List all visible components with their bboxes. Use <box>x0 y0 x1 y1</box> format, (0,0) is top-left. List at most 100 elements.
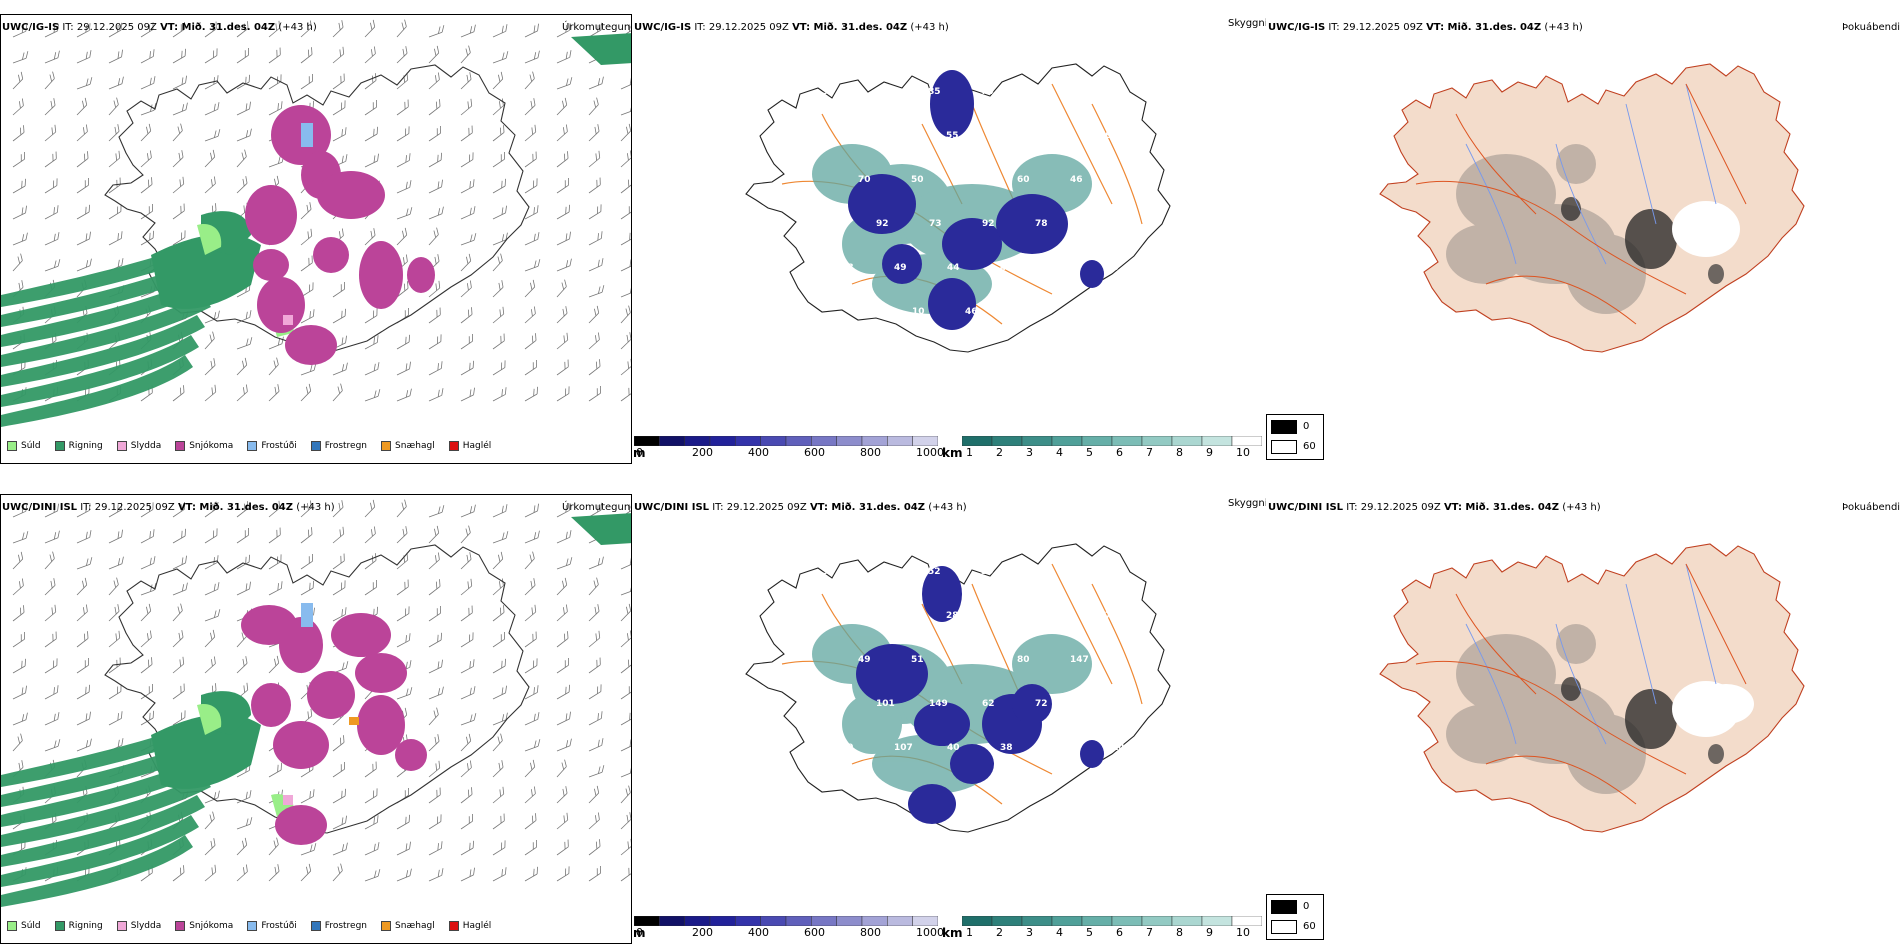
legend-swatch <box>175 441 186 451</box>
legend-label: Snjókoma <box>189 921 234 931</box>
fog-map <box>1379 63 1805 353</box>
legend-label: Frostregn <box>324 921 368 931</box>
cloudbase-value-label: 79 <box>893 611 906 621</box>
visibility-tick-label: 1 <box>966 446 973 459</box>
legend-label: Rigning <box>68 921 103 931</box>
legend-swatch <box>381 921 392 931</box>
panel-header: UWC/IG-IS IT: 29.12.2025 09Z VT: Mið. 31… <box>1268 22 1583 34</box>
legend-swatch <box>116 441 127 451</box>
visibility-tick-label: 2 <box>996 446 1003 459</box>
cloudbase-value-label: 101 <box>876 699 895 709</box>
cloud-panel-top: 59 51 85 74 81 590 73 80 55 93 61 67 70 50 56 60 46 74 92 7… <box>632 14 1266 464</box>
precip-legend: Súld Rigning Slydda Snjókoma Frostúði Frostre… <box>7 441 505 451</box>
cloudbase-value-label: 49 <box>894 263 907 273</box>
cloudbase-value-label: 74 <box>823 219 836 229</box>
cloudbase-value-label: 10 <box>912 307 925 317</box>
cloudbase-value-label: 132 <box>1088 219 1107 229</box>
cloudbase-value-label: 59 <box>981 567 994 577</box>
precip-legend-item: Rigning <box>54 921 103 931</box>
legend-swatch <box>7 921 17 931</box>
visibility-tick-label: 1 <box>966 926 973 939</box>
cloudbase-value-label: 51 <box>911 655 924 665</box>
precip-legend-item: Haglél <box>448 921 491 931</box>
cloudbase-unit: m <box>633 446 646 460</box>
precip-title: Úrkomutegund <box>562 502 637 513</box>
cloudbase-value-label: 50 <box>822 567 835 577</box>
lead-time: (+43 h) <box>1562 502 1601 513</box>
visibility-tick-label: 9 <box>1206 446 1213 459</box>
visibility-tick-label: 7 <box>1146 446 1153 459</box>
cloudbase-value-label: 80 <box>1017 655 1030 665</box>
fog-legend-swatch <box>1271 440 1297 454</box>
cloudbase-value-label: 78 <box>859 787 872 797</box>
visibility-tick-label: 4 <box>1056 926 1063 939</box>
visibility-tick-label: 9 <box>1206 926 1213 939</box>
cloudbase-tick-label: 400 <box>748 926 769 939</box>
cloudbase-value-label: 102 <box>823 699 842 709</box>
cloudbase-colorbar <box>634 916 938 926</box>
cloudbase-value-label: 73 <box>1105 611 1118 621</box>
panel-header: UWC/IG-IS IT: 29.12.2025 09Z VT: Mið. 31… <box>634 22 949 34</box>
model-name: UWC/IG-IS <box>2 22 60 33</box>
fog-legend-swatch <box>1271 420 1297 434</box>
precip-legend-item: Snæhagl <box>381 921 435 931</box>
precip-legend-item: Frostregn <box>310 921 368 931</box>
legend-swatch <box>310 921 321 931</box>
valid-time: VT: Mið. 31.des. 04Z <box>1426 22 1542 33</box>
fog-panel-bottom <box>1266 494 1900 944</box>
panel-header: UWC/IG-IS IT: 29.12.2025 09Z VT: Mið. 31… <box>2 22 317 34</box>
cloudbase-value-label: 56 <box>964 175 977 185</box>
visibility-tick-label: 5 <box>1086 446 1093 459</box>
cloudbase-value-label: 92 <box>982 219 995 229</box>
cloudbase-tick-label: 800 <box>860 446 881 459</box>
cloudbase-value-label: 38 <box>1000 743 1013 753</box>
cloudbase-value-label: 83 <box>964 655 977 665</box>
precip-panel-top: Súld Rigning Slydda Snjókoma Frostúði Frostre… <box>0 14 632 464</box>
visibility-colorbar <box>962 436 1262 446</box>
cloudbase-value-label: 60 <box>1017 175 1030 185</box>
visibility-tick-label: 10 <box>1236 446 1250 459</box>
precip-legend-item: Rigning <box>54 441 103 451</box>
cloudbase-value-label: 49 <box>840 611 853 621</box>
panel-header: UWC/DINI ISL IT: 29.12.2025 09Z VT: Mið.… <box>1268 502 1601 514</box>
legend-label: Snæhagl <box>395 921 435 931</box>
model-name: UWC/IG-IS <box>634 22 692 33</box>
cloudbase-tick-label: 200 <box>692 446 713 459</box>
cloudbase-value-label: 590 <box>1087 87 1106 97</box>
legend-label: Frostregn <box>324 441 368 451</box>
precip-legend-item: Frostregn <box>310 441 368 451</box>
cloudbase-value-label: 50 <box>911 175 924 185</box>
cloudbase-tick-label: 400 <box>748 446 769 459</box>
legend-swatch <box>448 441 459 451</box>
fog-legend-label: 60 <box>1303 921 1316 932</box>
cloudbase-value-label: 214 <box>1106 743 1125 753</box>
cloudbase-value-label: 93 <box>999 131 1012 141</box>
legend-swatch <box>175 921 186 931</box>
visibility-tick-label: 10 <box>1236 926 1250 939</box>
cloud-map: 50 57 52 59 103 109 49 79 28 67 67 73 49 51 83 80 147 102… <box>745 543 1171 833</box>
init-time: IT: 29.12.2025 09Z <box>1328 22 1423 33</box>
cloudbase-value-label: 51 <box>875 87 888 97</box>
visibility-tick-label: 8 <box>1176 926 1183 939</box>
fog-legend-label: 0 <box>1303 901 1310 912</box>
cloudbase-tick-label: 200 <box>692 926 713 939</box>
visibility-ticks: 1 2 3 4 5 6 7 8 9 10 <box>962 446 1262 460</box>
cloudbase-value-label: 80 <box>893 131 906 141</box>
cloudbase-tick-label: 600 <box>804 446 825 459</box>
visibility-tick-label: 5 <box>1086 926 1093 939</box>
precip-legend-item: Snjókoma <box>175 441 233 451</box>
cloudbase-value-label: 147 <box>1070 655 1089 665</box>
cloudbase-value-label: 73 <box>840 131 853 141</box>
model-name: UWC/DINI ISL <box>2 502 78 513</box>
init-time: IT: 29.12.2025 09Z <box>712 502 807 513</box>
visibility-tick-label: 6 <box>1116 446 1123 459</box>
visibility-tick-label: 7 <box>1146 926 1153 939</box>
cloud-title: Skyggni <box>1228 18 1268 29</box>
precip-legend-item: Slydda <box>116 921 161 931</box>
legend-swatch <box>54 921 65 931</box>
precip-legend-item: Súld <box>7 441 41 451</box>
lead-time: (+43 h) <box>910 22 949 33</box>
init-time: IT: 29.12.2025 09Z <box>694 22 789 33</box>
cloudbase-value-label: 39 <box>841 743 854 753</box>
cloudbase-value-label: 85 <box>928 87 941 97</box>
